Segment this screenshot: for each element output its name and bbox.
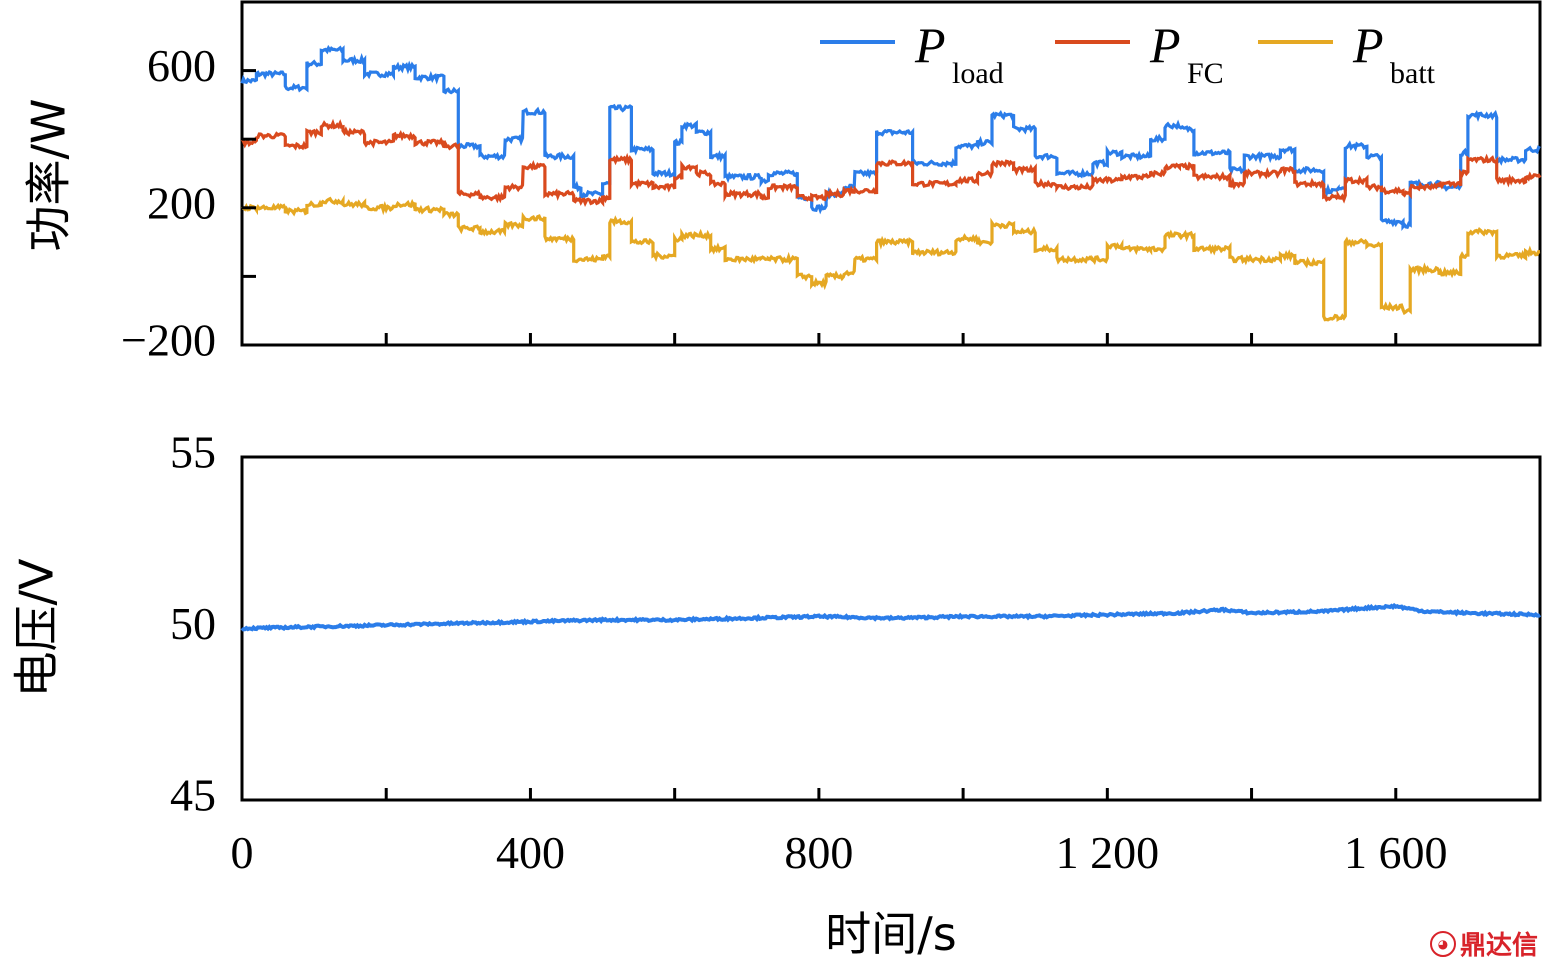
series-line-batt [241,194,1541,323]
x-tick-label: 1 200 [1056,827,1160,878]
power-axis-ticks [240,69,1398,347]
x-tick-label: 0 [231,827,254,878]
series-line-FC [241,118,1542,208]
x-axis-label: 时间/s [825,907,956,961]
x-tick-label: 1 600 [1344,827,1448,878]
fox-logo-icon: ◕ [1429,930,1456,957]
y-tick-label: 200 [147,177,216,228]
power-series-group [240,44,1542,323]
legend-label-load: P [914,17,946,73]
voltage-axis-ticks [240,788,1398,800]
voltage-line [240,602,1542,632]
y-tick-label: 600 [147,40,216,91]
series-line-load [240,44,1541,231]
voltage-series-group [240,602,1542,632]
y-tick-label: 45 [170,770,216,821]
power-plot-frame [240,0,1542,347]
y-tick-label: 50 [170,598,216,649]
watermark: ◕ 鼎达信 [1429,925,1538,962]
x-tick-label: 800 [784,827,853,878]
x-tick-labels: 0 400 800 1 200 1 600 [231,827,1448,878]
legend-sub-load: load [952,57,1004,90]
legend-sub-FC: FC [1187,57,1224,90]
voltage-y-tick-labels: 45 50 55 [170,427,216,821]
voltage-plot-frame [240,455,1542,802]
voltage-y-axis-label: 电压/V [10,558,64,697]
legend-sub-batt: batt [1390,57,1436,90]
y-tick-label: 55 [170,427,216,478]
x-tick-label: 400 [496,827,565,878]
legend-label-FC: P [1149,17,1181,73]
power-y-axis-label: 功率/W [22,99,76,252]
y-tick-label: −200 [121,315,216,366]
legend-label-batt: P [1352,17,1384,73]
power-y-tick-labels: −200 200 600 [121,40,216,365]
watermark-text: 鼎达信 [1459,931,1538,961]
voltage-panel: 45 50 55 0 400 800 1 200 1 600 电压/V 时间/s [10,427,1542,961]
